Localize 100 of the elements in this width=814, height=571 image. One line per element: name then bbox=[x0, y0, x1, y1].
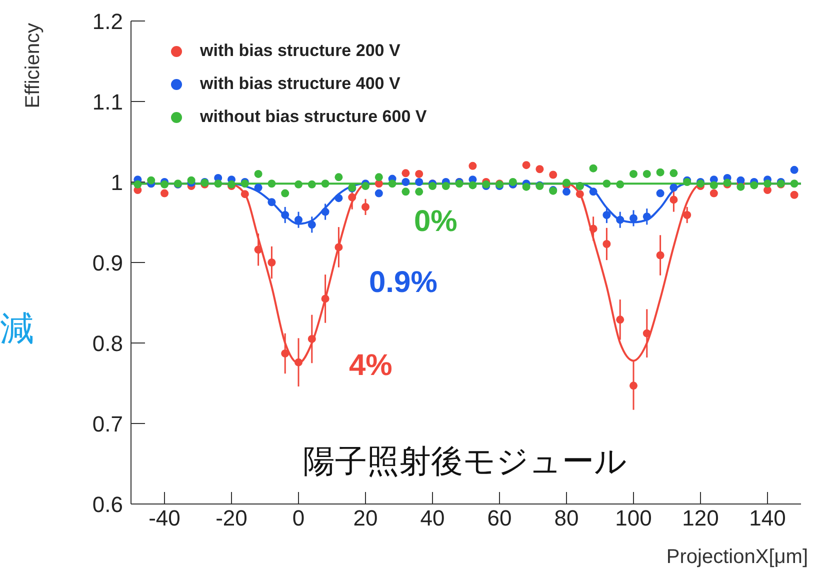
point bbox=[508, 178, 517, 186]
point bbox=[214, 180, 222, 188]
point bbox=[562, 188, 570, 196]
point bbox=[630, 170, 638, 178]
point bbox=[428, 182, 436, 190]
x-tick-label: -20 bbox=[216, 506, 248, 531]
point bbox=[321, 208, 330, 216]
point bbox=[415, 170, 424, 178]
annotation: 陽子照射後モジュール bbox=[303, 442, 627, 481]
y-tick-label: 1 bbox=[110, 170, 123, 195]
point bbox=[602, 180, 611, 188]
point bbox=[710, 181, 718, 190]
point bbox=[254, 246, 262, 254]
y-tick-label: 0.7 bbox=[92, 411, 123, 436]
point bbox=[348, 193, 356, 202]
point bbox=[536, 165, 544, 174]
point bbox=[589, 224, 598, 233]
x-tick-label: 40 bbox=[420, 506, 445, 531]
x-tick-label: 0 bbox=[292, 506, 305, 531]
point bbox=[602, 211, 611, 220]
point bbox=[160, 189, 168, 198]
x-tick-label: 100 bbox=[615, 506, 652, 531]
point bbox=[589, 164, 598, 172]
point bbox=[764, 186, 772, 194]
point bbox=[630, 382, 638, 390]
point bbox=[268, 180, 276, 188]
x-tick-label: 140 bbox=[749, 506, 786, 531]
point bbox=[374, 173, 383, 182]
point bbox=[415, 178, 424, 186]
point bbox=[790, 190, 798, 199]
x-tick-label: -40 bbox=[148, 506, 180, 531]
point bbox=[616, 216, 624, 224]
point bbox=[254, 170, 262, 178]
point bbox=[750, 181, 758, 190]
point bbox=[268, 258, 276, 266]
annotation: 0% bbox=[414, 205, 458, 239]
point bbox=[294, 358, 302, 366]
point bbox=[764, 180, 772, 188]
point bbox=[589, 188, 598, 196]
point bbox=[642, 212, 651, 221]
point bbox=[616, 316, 624, 324]
point bbox=[670, 196, 678, 204]
point bbox=[549, 170, 558, 179]
point bbox=[308, 180, 316, 188]
point bbox=[281, 211, 290, 220]
point bbox=[630, 214, 638, 222]
point bbox=[576, 190, 584, 198]
point bbox=[683, 211, 692, 220]
point bbox=[402, 188, 410, 196]
point bbox=[522, 161, 530, 170]
point bbox=[670, 184, 678, 192]
point bbox=[294, 216, 302, 224]
y-axis-title: Efficiency bbox=[22, 23, 45, 108]
point bbox=[240, 190, 249, 198]
text: 減 bbox=[0, 309, 34, 350]
point bbox=[642, 170, 651, 178]
x-tick-label: 120 bbox=[682, 506, 719, 531]
legend-label: without bias structure 600 V bbox=[200, 107, 427, 126]
point bbox=[321, 294, 330, 303]
point bbox=[402, 178, 410, 186]
point bbox=[187, 176, 196, 184]
point bbox=[522, 182, 530, 191]
point bbox=[642, 329, 651, 338]
point bbox=[415, 188, 424, 196]
point bbox=[790, 180, 798, 188]
point bbox=[670, 169, 678, 178]
y-tick-label: 1.2 bbox=[92, 8, 123, 34]
point bbox=[362, 202, 370, 211]
point bbox=[134, 180, 142, 188]
point bbox=[321, 180, 330, 188]
point bbox=[468, 162, 477, 170]
point bbox=[468, 181, 477, 190]
point bbox=[616, 180, 624, 188]
point bbox=[710, 189, 718, 198]
x-tick-label: 80 bbox=[554, 506, 579, 531]
y-tick-label: 0.6 bbox=[92, 492, 123, 517]
legend-label: with bias structure 400 V bbox=[200, 74, 400, 93]
point bbox=[656, 189, 664, 198]
point bbox=[334, 173, 343, 182]
legend-label: with bias structure 200 V bbox=[200, 41, 400, 60]
point bbox=[147, 176, 156, 184]
point bbox=[656, 251, 664, 260]
y-tick-label: 1.1 bbox=[92, 89, 123, 114]
point bbox=[281, 349, 290, 358]
y-tick-label: 0.9 bbox=[92, 250, 123, 276]
point bbox=[562, 178, 570, 187]
point bbox=[402, 169, 410, 178]
x-tick-label: 60 bbox=[487, 506, 512, 531]
point bbox=[294, 180, 302, 188]
point bbox=[254, 184, 262, 192]
point bbox=[442, 182, 450, 190]
x-axis-title: ProjectionX[μm] bbox=[666, 546, 808, 569]
point bbox=[160, 180, 168, 188]
annotation: 0.9% bbox=[369, 266, 438, 300]
point bbox=[388, 180, 396, 188]
point bbox=[374, 189, 383, 198]
point bbox=[268, 198, 276, 206]
point bbox=[602, 240, 611, 248]
point bbox=[334, 194, 343, 202]
point bbox=[362, 182, 370, 190]
